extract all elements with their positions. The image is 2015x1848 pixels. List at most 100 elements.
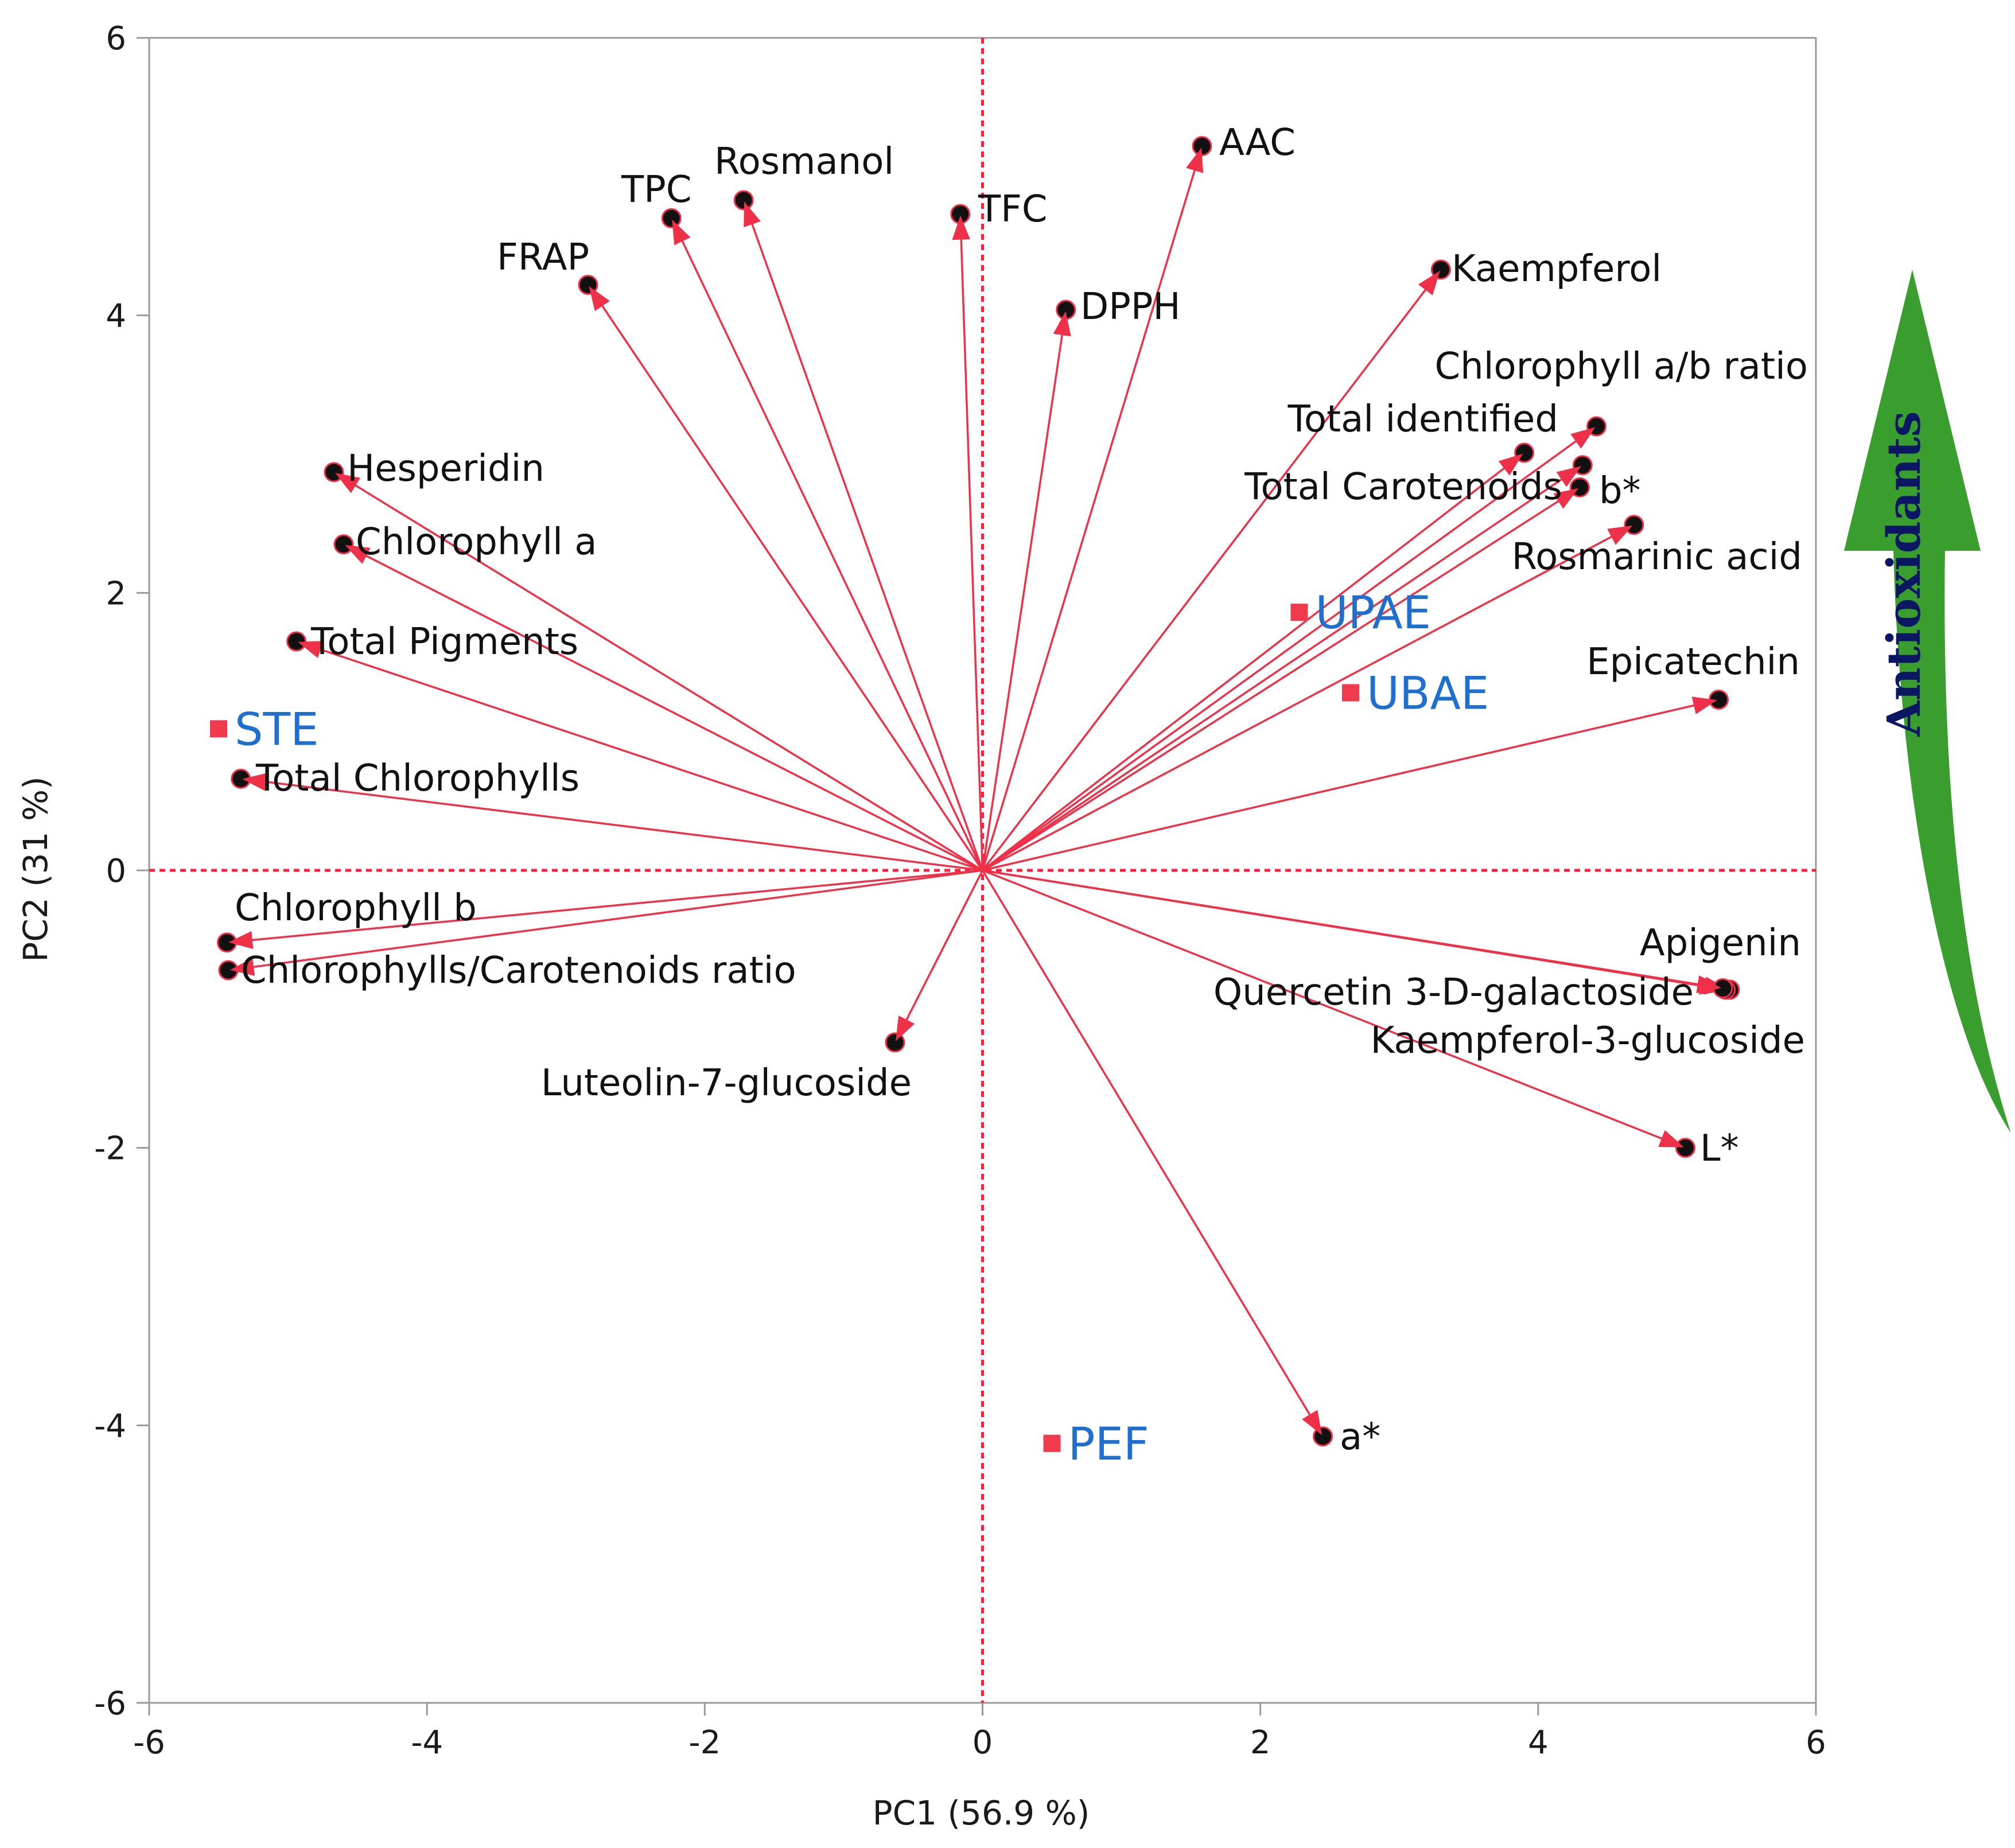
loading-arrowhead-chlorophyll-b	[228, 931, 254, 950]
loading-arrowhead-chlorophyll-a	[345, 544, 371, 564]
loading-vector-chlorophyll-b	[227, 869, 983, 944]
loading-label-dpph: DPPH	[1080, 286, 1181, 328]
loading-label-hesperidin: Hesperidin	[347, 448, 544, 490]
sample-scores: STE UPAE UBAE PEF	[210, 588, 1489, 1470]
loading-point-rosmarinic-acid	[1624, 515, 1644, 535]
score-label-ste: STE	[235, 704, 318, 756]
loading-label-rosmarinic-acid: Rosmarinic acid	[1512, 536, 1802, 578]
loading-arrowhead-total-identified	[1498, 453, 1523, 476]
variable-labels: AAC TFC Rosmanol TPC FRAP DPPH Kaempferol Chlor…	[235, 122, 1808, 1458]
x-tick-label: -6	[133, 1724, 165, 1761]
loading-vectors	[217, 136, 1740, 1447]
x-tick-label: 4	[1528, 1724, 1549, 1761]
y-tick-label: -6	[94, 1685, 126, 1722]
loading-vector-total-identified	[982, 452, 1525, 872]
loading-vector-total-chlorophylls	[240, 777, 983, 872]
loading-point-rosmanol	[733, 190, 754, 211]
x-tick-label: 0	[973, 1724, 993, 1761]
loading-vector-chlorophyll-a-b-ratio	[982, 425, 1597, 872]
loading-arrowhead-luteolin-7-glucoside	[896, 1016, 915, 1041]
loading-point-total-pigments	[286, 631, 307, 652]
loading-arrowhead-rosmarinic-acid	[1607, 526, 1633, 545]
loading-vector-total-pigments	[296, 640, 983, 872]
y-tick-label: 2	[106, 575, 126, 612]
loading-arrowhead-epicatechin	[1691, 697, 1718, 714]
loading-arrowhead-hesperidin	[335, 473, 361, 493]
loading-vector-b	[982, 487, 1581, 872]
x-axis-title: PC1 (56.9 %)	[873, 1793, 1090, 1833]
loading-arrowhead-kaempferol	[1418, 270, 1440, 295]
loading-arrowhead-total-carotenoids	[1556, 466, 1582, 487]
loading-vector-total-carotenoids	[982, 464, 1584, 872]
loading-arrowhead-l	[1658, 1130, 1685, 1147]
loading-label-frap: FRAP	[497, 236, 589, 279]
loading-label-apigenin: Apigenin	[1640, 922, 1801, 964]
y-tick-label: 6	[106, 20, 126, 57]
loading-vector-epicatechin	[982, 698, 1719, 872]
loading-label-chlorophyll-b: Chlorophyll b	[235, 887, 477, 929]
loading-arrowhead-tfc	[952, 215, 970, 240]
loading-label-l: L*	[1700, 1127, 1739, 1170]
loading-label-total-carotenoids: Total Carotenoids	[1244, 466, 1562, 508]
x-tick-label: 6	[1806, 1724, 1826, 1761]
loading-arrowhead-chlorophyll-a-b-ratio	[1570, 427, 1596, 449]
loading-arrowhead-dpph	[1053, 311, 1071, 337]
loading-arrowhead-frap	[589, 286, 610, 312]
loading-label-tpc: TPC	[621, 169, 691, 211]
loading-label-kaempferol-3-glucoside: Kaempferol-3-glucoside	[1371, 1020, 1806, 1062]
loading-point-luteolin-7-glucoside	[885, 1032, 905, 1053]
x-tick-label: -2	[688, 1724, 721, 1761]
loading-point-chlorophyll-a	[333, 534, 354, 555]
loading-vector-aac	[981, 146, 1203, 871]
score-label-upae: UPAE	[1315, 588, 1431, 639]
score-point-ubae	[1342, 684, 1360, 702]
loading-label-quercetin-3-d-galactoside: Quercetin 3-D-galactoside	[1213, 971, 1694, 1014]
x-tick-label: -4	[411, 1724, 443, 1761]
score-point-ste	[210, 720, 228, 738]
loading-vector-kaempferol	[982, 269, 1442, 872]
loading-vector-chlorophylls-carotenoids-ratio	[228, 869, 983, 971]
antioxidants-label: Antioxidants	[1877, 411, 1931, 737]
loading-label-kaempferol: Kaempferol	[1452, 248, 1662, 290]
loading-label-epicatechin: Epicatechin	[1586, 641, 1800, 683]
loading-arrowhead-aac	[1186, 147, 1204, 173]
loading-label-aac: AAC	[1219, 122, 1296, 164]
loading-label-total-pigments: Total Pigments	[310, 621, 578, 663]
loading-arrowhead-kaempferol-3-glucoside	[1696, 975, 1722, 994]
loading-vector-tpc	[670, 217, 984, 871]
loading-point-aac	[1192, 136, 1212, 157]
loading-label-chlorophyll-a: Chlorophyll a	[356, 521, 597, 563]
loading-arrowhead-b	[1553, 488, 1579, 509]
loading-label-chlorophylls-carotenoids-ratio: Chlorophylls/Carotenoids ratio	[241, 950, 796, 992]
loading-arrowhead-rosmanol	[744, 201, 761, 228]
loading-label-tfc: TFC	[978, 188, 1048, 231]
x-tick-label: 2	[1250, 1724, 1271, 1761]
y-axis-title: PC2 (31 %)	[16, 776, 55, 962]
loading-label-b: b*	[1599, 470, 1641, 512]
loading-vector-hesperidin	[333, 471, 983, 872]
loading-vector-rosmanol	[742, 200, 984, 871]
loading-vector-l	[982, 869, 1686, 1149]
loading-vector-rosmarinic-acid	[982, 524, 1635, 872]
score-point-pef	[1043, 1434, 1061, 1452]
loading-point-l	[1675, 1138, 1695, 1158]
loading-arrowhead-total-pigments	[298, 641, 324, 658]
loading-label-total-identified: Total identified	[1287, 398, 1558, 441]
y-tick-label: 0	[106, 853, 126, 890]
loading-vector-a	[982, 870, 1324, 1437]
antioxidants-arrow-shape	[1844, 270, 2011, 1133]
loading-point-tpc	[661, 208, 682, 228]
loading-vector-kaempferol-3-glucoside	[982, 869, 1724, 990]
loading-arrowhead-a	[1302, 1410, 1322, 1435]
loading-arrowhead-chlorophylls-carotenoids-ratio	[229, 958, 255, 976]
loading-label-chlorophyll-a-b-ratio: Chlorophyll a/b ratio	[1434, 345, 1808, 388]
score-label-pef: PEF	[1068, 1419, 1149, 1470]
loading-vector-frap	[587, 284, 983, 871]
loading-label-rosmanol: Rosmanol	[714, 141, 894, 183]
loading-label-luteolin-7-glucoside: Luteolin-7-glucoside	[541, 1062, 912, 1104]
loading-vector-tfc	[959, 214, 984, 871]
y-tick-label: 4	[106, 298, 126, 335]
loading-label-total-chlorophylls: Total Chlorophylls	[255, 757, 579, 800]
score-label-ubae: UBAE	[1367, 668, 1489, 719]
